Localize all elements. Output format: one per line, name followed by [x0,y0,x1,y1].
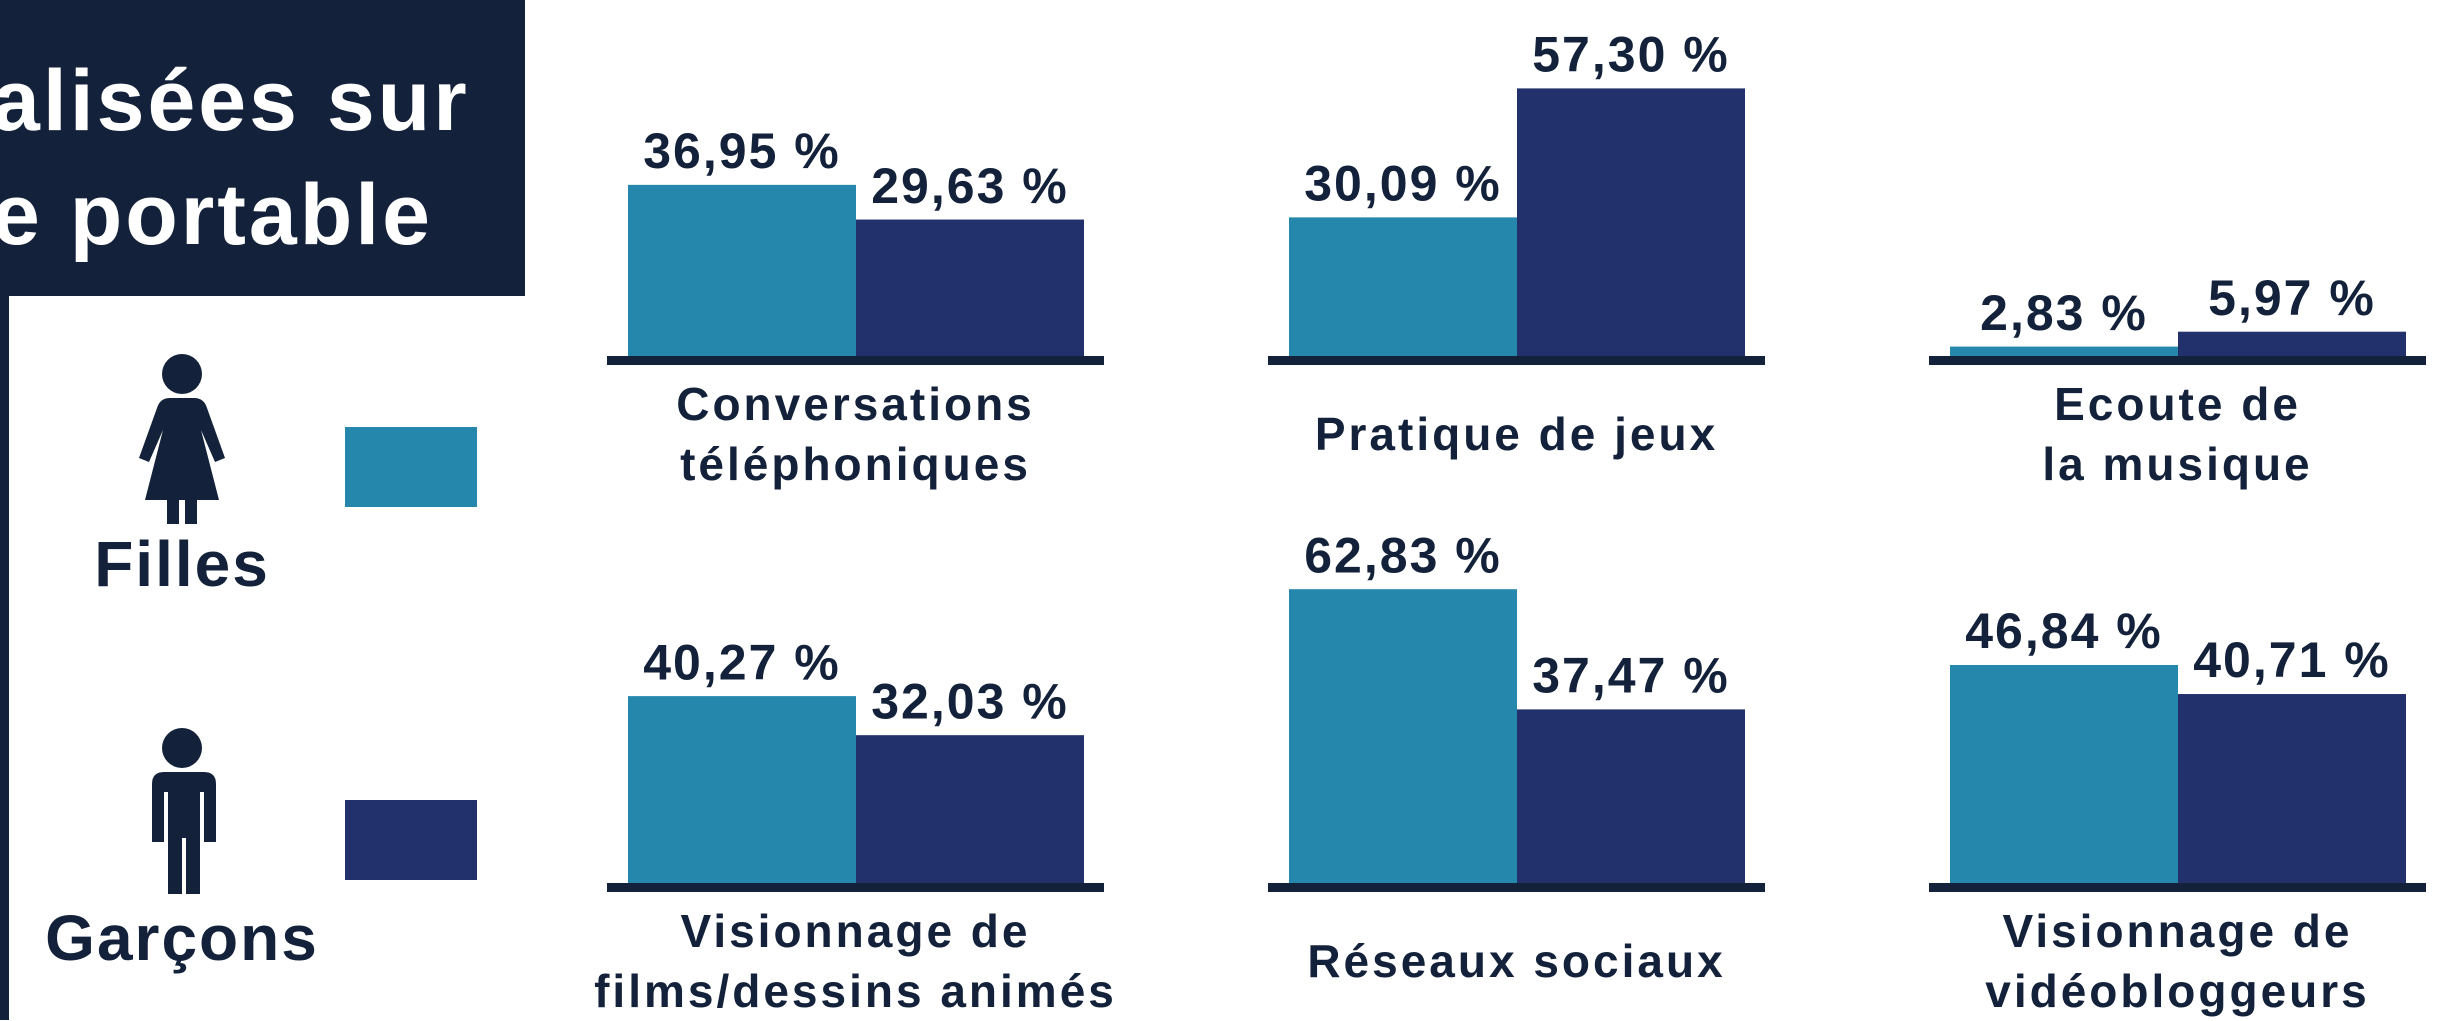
chart-title: alisées sur e portable [0,44,470,272]
value-label: 36,95 % [643,123,840,179]
bar [2178,332,2406,360]
title-panel: alisées sur e portable [0,0,525,296]
category-label: Visionnage de films/dessins animés [506,901,1206,1021]
baseline [1929,356,2426,365]
bar [628,696,856,887]
baseline [607,356,1104,365]
baseline [607,883,1104,892]
value-label: 2,83 % [1980,285,2148,341]
bar [1950,665,2178,887]
legend-swatch [345,427,477,507]
baseline [1268,883,1765,892]
legend-label: Filles [94,528,270,600]
category-label: Pratique de jeux [1167,374,1867,494]
value-label: 30,09 % [1304,156,1501,212]
boy-icon [152,728,216,894]
bar [1517,88,1745,360]
bar [1289,217,1517,360]
value-label: 62,83 % [1304,527,1501,583]
panel-rule [0,290,9,1020]
bar [856,220,1084,360]
value-label: 37,47 % [1532,648,1729,704]
value-label: 40,71 % [2193,632,2390,688]
value-label: 32,03 % [871,673,1068,729]
legend-swatch [345,800,477,880]
value-label: 57,30 % [1532,27,1729,83]
baseline [1929,883,2426,892]
legend-label: Garçons [45,902,319,974]
value-label: 29,63 % [871,158,1068,214]
value-label: 40,27 % [643,634,840,690]
baseline [1268,356,1765,365]
category-label: Visionnage de vidéobloggeurs [1828,901,2445,1021]
girl-icon [139,354,225,524]
bar [856,735,1084,887]
category-label: Réseaux sociaux [1167,901,1867,1021]
bar [628,185,856,360]
bar [1289,589,1517,887]
bar [2178,694,2406,887]
category-label: Conversations téléphoniques [506,374,1206,494]
bar [1517,709,1745,887]
value-label: 46,84 % [1965,603,2162,659]
value-label: 5,97 % [2208,270,2376,326]
category-label: Ecoute de la musique [1828,374,2445,494]
